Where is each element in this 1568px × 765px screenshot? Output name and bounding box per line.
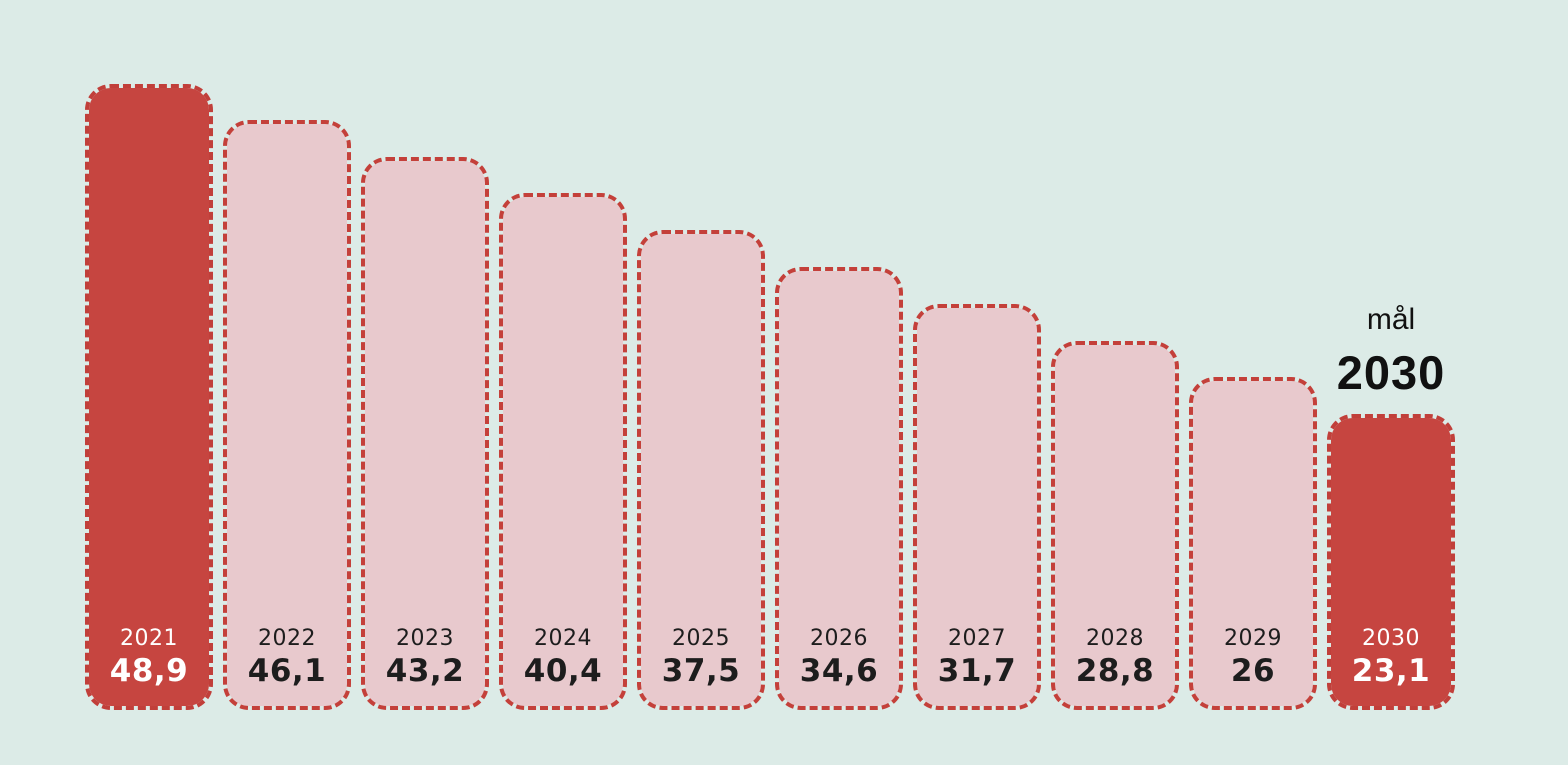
bar-labels: 2028 28,8 xyxy=(1055,626,1175,690)
bar-year-label: 2025 xyxy=(672,626,730,652)
goal-label: mål xyxy=(1366,303,1416,336)
goal-year: 2030 xyxy=(1336,346,1446,399)
bar-2028: 2028 28,8 xyxy=(1051,341,1179,710)
bar-year-label: 2030 xyxy=(1362,626,1420,652)
bar-value-label: 26 xyxy=(1230,652,1276,689)
bar-value-label: 23,1 xyxy=(1351,652,1431,689)
bar-year-label: 2022 xyxy=(258,626,316,652)
bar-year-label: 2028 xyxy=(1086,626,1144,652)
bar-year-label: 2029 xyxy=(1224,626,1282,652)
bar-value-label: 34,6 xyxy=(799,652,879,689)
bar-value-label: 31,7 xyxy=(937,652,1017,689)
bar-2026: 2026 34,6 xyxy=(775,267,903,710)
bar-value-label: 48,9 xyxy=(109,652,189,689)
bar-value-label: 28,8 xyxy=(1075,652,1155,689)
bar-year-label: 2026 xyxy=(810,626,868,652)
bar-value-label: 40,4 xyxy=(523,652,603,689)
bar-labels: 2029 26 xyxy=(1193,626,1313,690)
bar-labels: 2021 48,9 xyxy=(89,626,209,690)
bar-2027: 2027 31,7 xyxy=(913,304,1041,710)
bar-labels: 2025 37,5 xyxy=(641,626,761,690)
bar-labels: 2030 23,1 xyxy=(1331,626,1451,690)
bar-2021: 2021 48,9 xyxy=(85,84,213,710)
bar-group: 2021 48,9 2022 46,1 2023 43,2 2024 40,4 2025 37,5… xyxy=(85,84,1455,710)
bar-labels: 2026 34,6 xyxy=(779,626,899,690)
bar-2024: 2024 40,4 xyxy=(499,193,627,710)
bar-labels: 2024 40,4 xyxy=(503,626,623,690)
bar-value-label: 37,5 xyxy=(661,652,741,689)
bar-2025: 2025 37,5 xyxy=(637,230,765,710)
goal-annotation: mål 2030 xyxy=(1291,303,1491,400)
bar-labels: 2023 43,2 xyxy=(365,626,485,690)
bar-2030: 2030 23,1 xyxy=(1327,414,1455,710)
bar-2023: 2023 43,2 xyxy=(361,157,489,710)
bar-value-label: 43,2 xyxy=(385,652,465,689)
bar-2029: 2029 26 xyxy=(1189,377,1317,710)
bar-value-label: 46,1 xyxy=(247,652,327,689)
bar-2022: 2022 46,1 xyxy=(223,120,351,710)
bar-year-label: 2023 xyxy=(396,626,454,652)
bar-labels: 2022 46,1 xyxy=(227,626,347,690)
bar-year-label: 2024 xyxy=(534,626,592,652)
bar-year-label: 2021 xyxy=(120,626,178,652)
bar-year-label: 2027 xyxy=(948,626,1006,652)
bar-labels: 2027 31,7 xyxy=(917,626,1037,690)
